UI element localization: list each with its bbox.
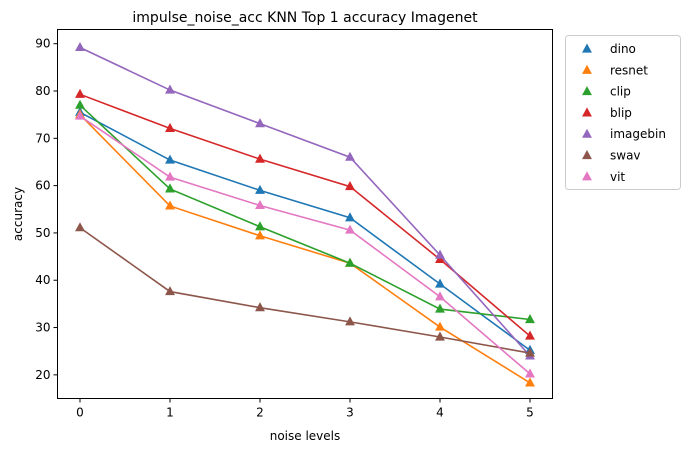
legend-item-resnet: resnet (582, 63, 648, 77)
legend-item-swav: swav (582, 149, 641, 163)
x-tick-label: 5 (526, 406, 534, 420)
data-point-vit (525, 368, 535, 378)
data-point-resnet (255, 230, 265, 240)
legend-label: imagebin (610, 127, 666, 141)
data-point-blip (75, 88, 85, 98)
series-line-imagebin (79, 46, 531, 357)
legend-marker (582, 86, 592, 96)
y-tick-label: 30 (35, 321, 50, 335)
data-point-clip (345, 257, 355, 267)
data-point-resnet (165, 200, 175, 210)
legend-marker (582, 64, 592, 74)
legend-item-vit: vit (582, 170, 625, 184)
plot-area (57, 29, 553, 399)
data-point-clip (165, 183, 175, 193)
data-point-swav (75, 222, 85, 232)
y-tick-label: 70 (35, 131, 50, 145)
data-point-clip (435, 303, 445, 313)
data-point-imagebin (75, 41, 85, 52)
data-point-blip (525, 330, 535, 340)
data-point-clip (75, 99, 85, 109)
data-point-blip (345, 181, 355, 191)
legend-item-dino: dino (582, 42, 636, 56)
data-point-imagebin (165, 84, 175, 94)
legend-label: dino (610, 42, 636, 56)
legend-label: blip (610, 106, 632, 120)
series-line-resnet (79, 114, 531, 384)
x-axis-label: noise levels (270, 429, 341, 443)
legend-label: vit (610, 170, 625, 184)
data-point-swav (435, 331, 445, 341)
legend-marker (582, 43, 592, 53)
series-resnet (75, 109, 535, 387)
legend-label: swav (610, 149, 641, 163)
series-line-clip (79, 104, 531, 321)
y-tick-label: 60 (35, 179, 50, 193)
y-tick-label: 20 (35, 368, 50, 382)
data-point-imagebin (345, 151, 355, 161)
y-tick-label: 80 (35, 84, 50, 98)
data-point-swav (255, 302, 265, 312)
data-point-dino (345, 212, 355, 222)
data-point-blip (255, 153, 265, 163)
y-axis: 20 30 40 50 60 70 80 90 (35, 37, 58, 382)
chart-title: impulse_noise_acc KNN Top 1 accuracy Ima… (132, 10, 478, 26)
data-point-vit (75, 110, 85, 120)
data-point-vit (165, 171, 175, 181)
x-tick-label: 2 (256, 406, 264, 420)
data-point-clip (525, 313, 535, 324)
series-blip (75, 88, 535, 340)
data-point-swav (345, 316, 355, 326)
x-tick-label: 1 (166, 406, 174, 420)
y-axis-label: accuracy (11, 187, 25, 241)
x-tick-label: 0 (76, 406, 84, 420)
series-swav (75, 222, 535, 357)
data-point-swav (525, 347, 535, 357)
data-point-vit (345, 224, 355, 234)
data-point-clip (255, 221, 265, 231)
data-point-resnet (525, 377, 535, 387)
legend-item-imagebin: imagebin (582, 127, 666, 141)
data-point-resnet (435, 321, 445, 331)
data-point-vit (255, 199, 265, 210)
series-dino (75, 106, 535, 354)
data-point-dino (255, 184, 265, 194)
series-vit (75, 110, 535, 378)
legend-label: clip (610, 85, 631, 99)
legend-item-blip: blip (582, 106, 632, 120)
y-tick-label: 40 (35, 273, 50, 287)
data-point-imagebin (435, 249, 445, 259)
data-point-vit (435, 291, 445, 301)
data-point-imagebin (255, 118, 265, 128)
series-clip (75, 99, 535, 324)
legend-marker (582, 128, 592, 138)
legend-marker (582, 150, 592, 160)
data-point-dino (165, 154, 175, 164)
series-line-vit (79, 115, 531, 375)
legend-label: resnet (610, 63, 648, 77)
legend: dino resnet clip blip imagebin swav vit (565, 35, 681, 190)
x-tick-label: 4 (436, 406, 444, 420)
legend-marker (582, 171, 592, 181)
data-point-blip (165, 122, 175, 132)
x-axis: 0 1 2 3 4 5 (76, 398, 534, 420)
y-tick-label: 90 (35, 37, 50, 51)
legend-item-clip: clip (582, 85, 631, 99)
y-tick-label: 50 (35, 226, 50, 240)
series-line-dino (79, 111, 531, 351)
data-point-swav (165, 286, 175, 296)
legend-frame (565, 35, 681, 190)
legend-marker (582, 107, 592, 117)
data-point-dino (435, 278, 445, 288)
series-imagebin (75, 41, 535, 360)
series-layer (75, 41, 535, 387)
series-line-swav (79, 227, 531, 354)
x-tick-label: 3 (346, 406, 354, 420)
